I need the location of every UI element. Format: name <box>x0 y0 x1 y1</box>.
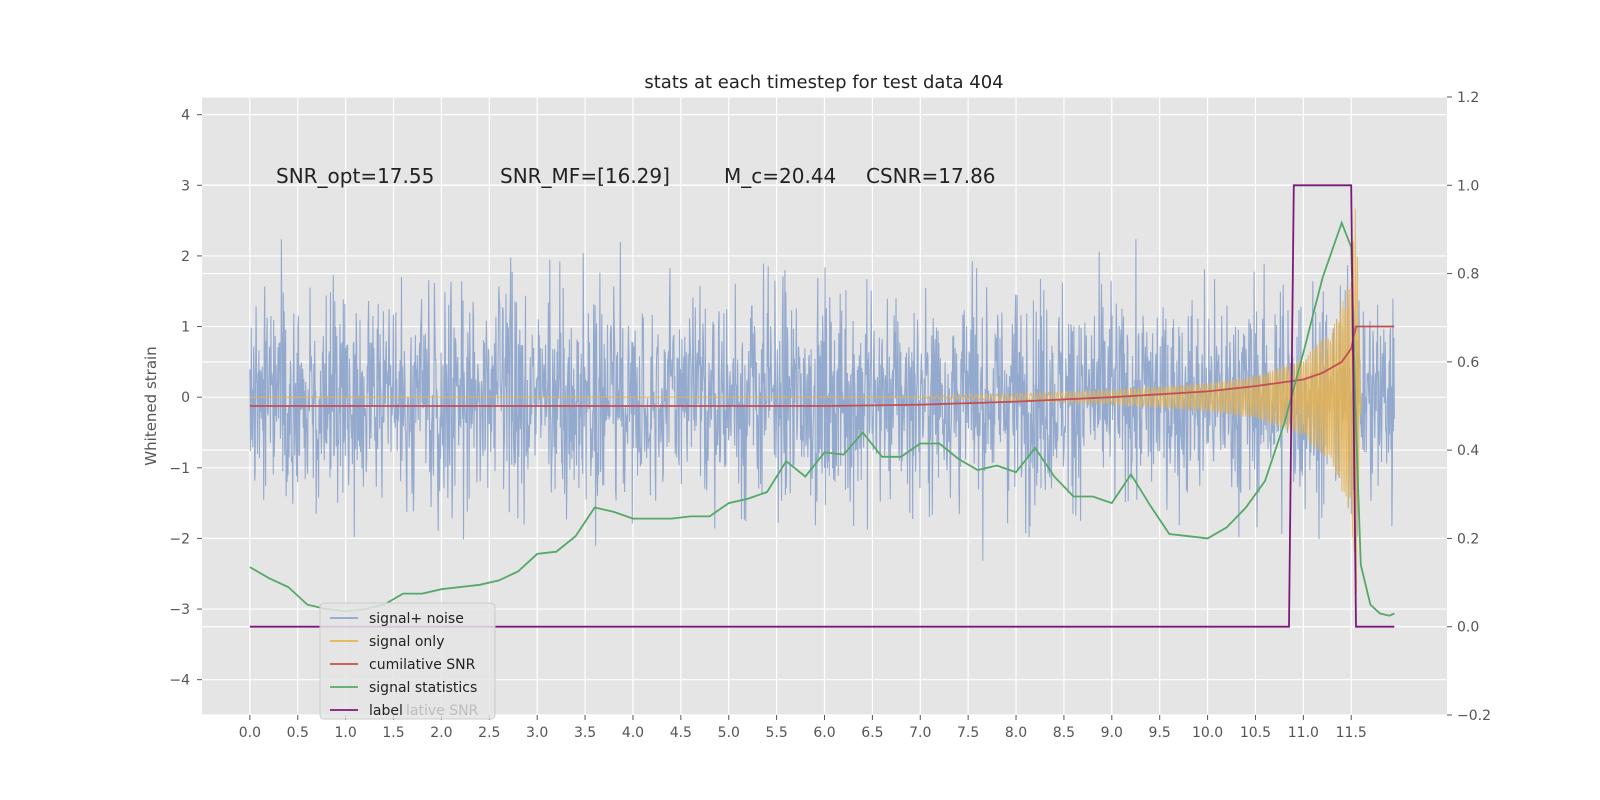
x-tick-label: 8.5 <box>1053 725 1075 741</box>
y-tick-label-left: 3 <box>181 178 190 194</box>
x-tick-label: 8.0 <box>1005 725 1027 741</box>
y-tick-label-left: 1 <box>181 320 190 336</box>
left-axis: 4 3 2 1 0 −1 −2 −3 −4 <box>169 108 202 689</box>
y-tick-label-right: 0.8 <box>1457 267 1479 283</box>
annotation-text: M_c=20.44 <box>724 164 836 188</box>
series-signal-noise <box>249 239 1395 561</box>
x-tick-label: 1.5 <box>382 725 404 741</box>
legend-box <box>319 602 496 720</box>
legend-label: signal only <box>369 634 444 650</box>
annotations: SNR_opt=17.55 SNR_MF=[16.29] M_c=20.44 CSNR… <box>276 164 996 188</box>
y-tick-label-left: −4 <box>169 673 190 689</box>
x-tick-label: 3.0 <box>526 725 548 741</box>
x-tick-label: 10.0 <box>1192 725 1223 741</box>
y-tick-label-left: 0 <box>181 390 190 406</box>
y-axis-label: Whitened strain <box>142 346 160 465</box>
series-signal-only <box>249 208 1362 594</box>
legend-label: label <box>369 703 403 719</box>
x-tick-label: 9.5 <box>1149 725 1171 741</box>
y-tick-label-right: 1.2 <box>1457 90 1479 106</box>
legend-overlap-text: lative SNR <box>406 703 479 719</box>
y-tick-label-right: 0.2 <box>1457 531 1479 547</box>
y-tick-label-left: 2 <box>181 249 190 265</box>
y-tick-label-right: 0.6 <box>1457 355 1479 371</box>
x-tick-label: 7.0 <box>909 725 931 741</box>
x-tick-label: 11.5 <box>1336 725 1367 741</box>
x-axis: 0.0 0.5 1.0 1.5 2.0 2.5 3.0 3.5 4.0 4.5 5.0 5.5 6.0 6… <box>239 715 1367 741</box>
annotation-text: SNR_MF=[16.29] <box>500 164 670 188</box>
legend: signal+ noise signal only cumilative SNR si… <box>319 602 496 720</box>
x-tick-label: 4.0 <box>622 725 644 741</box>
x-tick-label: 2.0 <box>430 725 452 741</box>
annotation-text: CSNR=17.86 <box>866 164 996 188</box>
y-tick-label-left: −1 <box>169 461 190 477</box>
x-tick-label: 11.0 <box>1288 725 1319 741</box>
y-tick-label-right: −0.2 <box>1457 708 1491 724</box>
x-tick-label: 5.0 <box>718 725 740 741</box>
x-tick-label: 1.0 <box>335 725 357 741</box>
series-cumulative-snr <box>249 325 1395 407</box>
x-tick-label: 3.5 <box>574 725 596 741</box>
y-tick-label-left: −2 <box>169 531 190 547</box>
y-tick-label-right: 0.0 <box>1457 620 1479 636</box>
y-tick-label-right: 1.0 <box>1457 178 1479 194</box>
x-tick-label: 5.5 <box>765 725 787 741</box>
legend-label: cumilative SNR <box>369 657 476 673</box>
series-layer <box>249 184 1395 628</box>
annotation-text: SNR_opt=17.55 <box>276 164 434 188</box>
legend-label: signal+ noise <box>369 611 464 627</box>
y-tick-label-left: −3 <box>169 602 190 618</box>
x-tick-label: 9.0 <box>1101 725 1123 741</box>
x-tick-label: 6.0 <box>813 725 835 741</box>
x-tick-label: 7.5 <box>957 725 979 741</box>
y-tick-label-left: 4 <box>181 108 190 124</box>
x-tick-label: 4.5 <box>670 725 692 741</box>
x-tick-label: 10.5 <box>1240 725 1271 741</box>
chart-title: stats at each timestep for test data 404 <box>644 72 1003 93</box>
x-tick-label: 6.5 <box>861 725 883 741</box>
right-axis: 1.2 1.0 0.8 0.6 0.4 0.2 0.0 −0.2 <box>1447 90 1491 724</box>
legend-label: signal statistics <box>369 680 477 696</box>
x-tick-label: 0.5 <box>287 725 309 741</box>
series-label <box>249 184 1395 628</box>
series-signal-statistics <box>249 220 1395 617</box>
x-tick-label: 0.0 <box>239 725 261 741</box>
y-tick-label-right: 0.4 <box>1457 443 1479 459</box>
x-tick-label: 2.5 <box>478 725 500 741</box>
